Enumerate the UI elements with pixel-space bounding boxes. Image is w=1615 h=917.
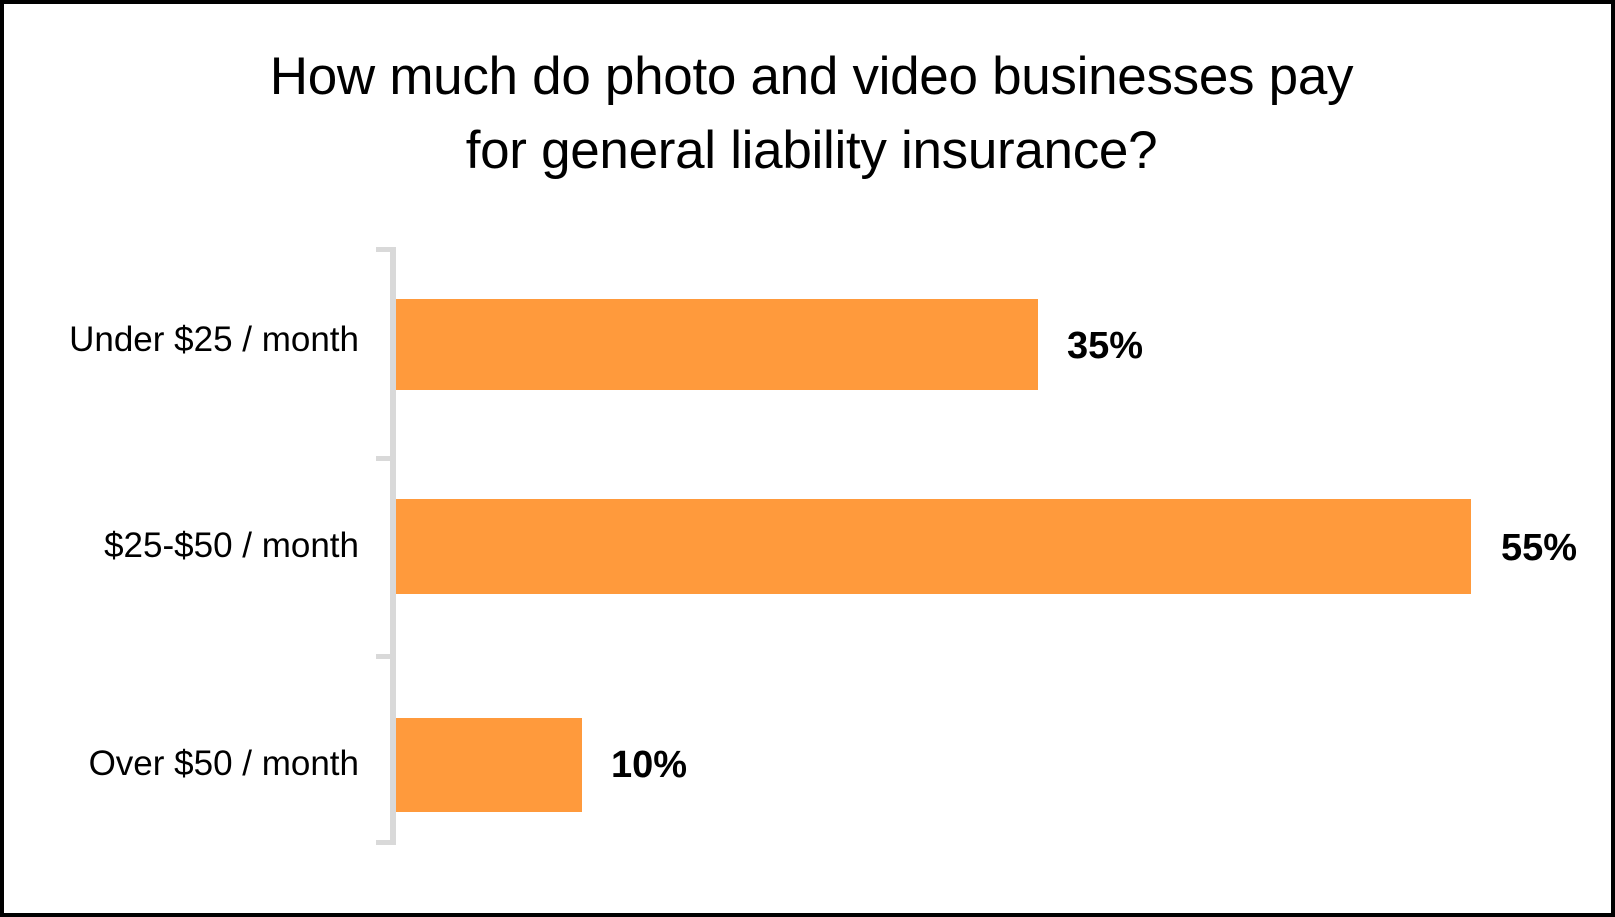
- category-axis-line: [390, 247, 396, 845]
- axis-tick-1: [376, 456, 392, 461]
- bar-value-label: 10%: [611, 744, 688, 786]
- axis-tick-3: [376, 840, 392, 845]
- plot-area: Under $25 / month 35% $25-$50 / month 55…: [4, 4, 1611, 913]
- bar-over-50: [396, 718, 582, 812]
- axis-tick-2: [376, 654, 392, 659]
- bar-value-label: 55%: [1501, 527, 1578, 569]
- category-label: $25-$50 / month: [104, 526, 359, 565]
- category-label: Over $50 / month: [88, 744, 359, 783]
- bar-25-50: [396, 499, 1471, 594]
- chart-title: How much do photo and video businesses p…: [269, 47, 1354, 180]
- category-label: Under $25 / month: [69, 320, 359, 359]
- bar-value-label: 35%: [1067, 325, 1144, 367]
- axis-tick-0: [376, 247, 392, 252]
- bar-under-25: [396, 299, 1038, 390]
